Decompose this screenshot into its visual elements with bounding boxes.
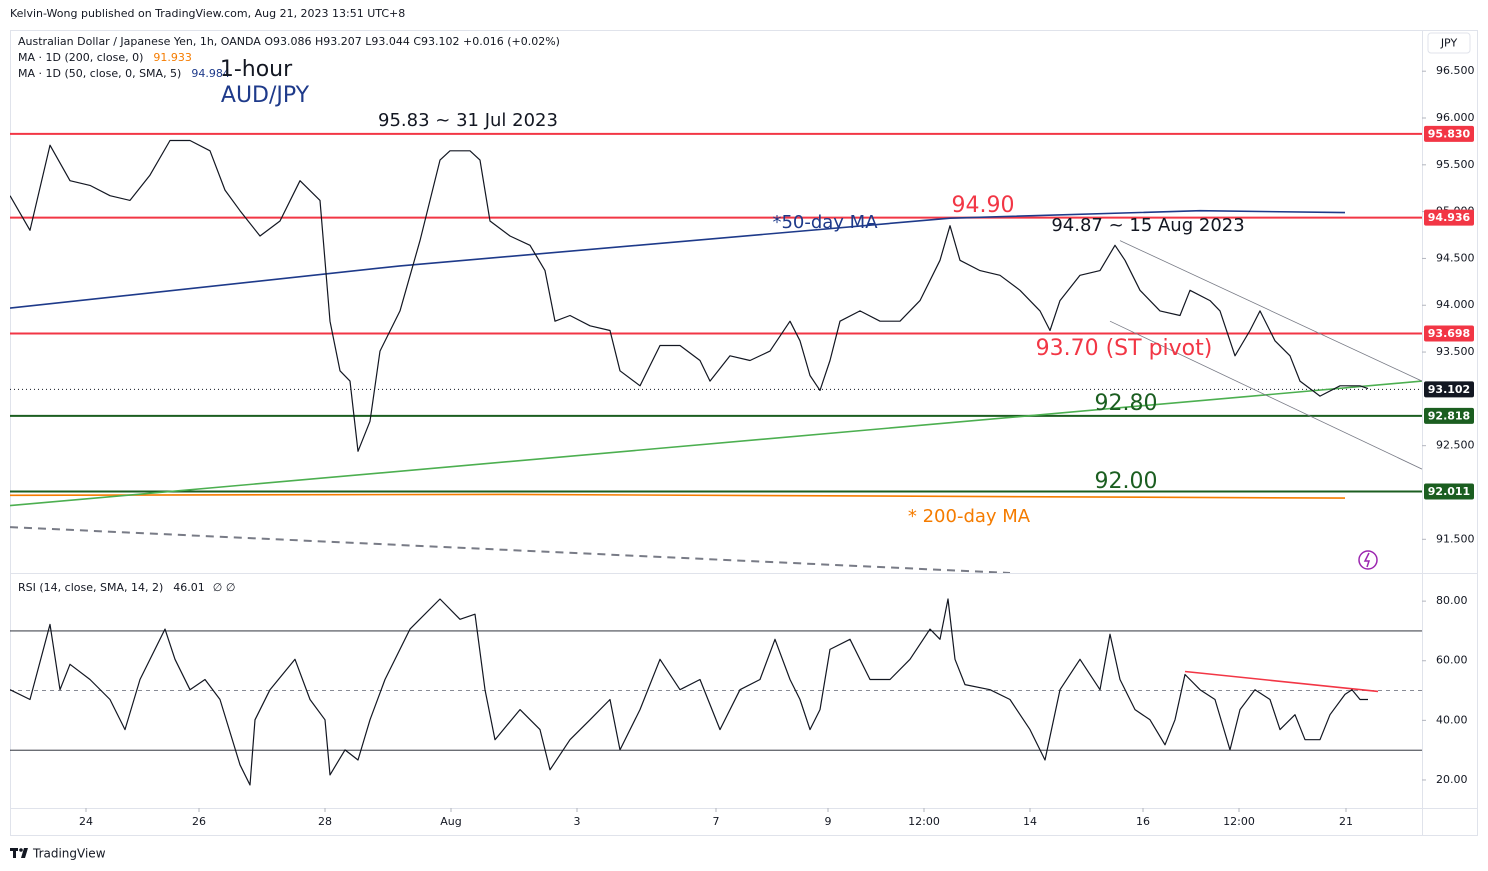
panel-title: 1-hour <box>220 57 293 82</box>
x-tick-label: Aug <box>440 815 461 828</box>
price-label-box <box>1424 125 1474 142</box>
legend-line: MA · 1D (200, close, 0) <box>18 51 143 64</box>
overlay-line <box>10 209 1346 309</box>
logo-part <box>19 848 23 852</box>
legend-line: MA · 1D (50, close, 0, SMA, 5) <box>18 67 181 80</box>
price-label: 95.830 <box>1428 127 1471 140</box>
legend-value: 91.933 <box>153 51 192 64</box>
y-tick-label: 80.00 <box>1436 594 1468 607</box>
currency: JPY <box>1440 37 1458 50</box>
footer-logo <box>10 848 28 858</box>
price-line <box>10 139 1369 452</box>
pane <box>10 598 1422 786</box>
rsi-legend-extra: ∅ ∅ <box>213 581 236 594</box>
price-label-box <box>1424 325 1474 342</box>
y-tick-label: 40.00 <box>1436 713 1468 726</box>
icon <box>1358 550 1378 570</box>
rsi-legend-value: 46.01 <box>173 581 205 594</box>
icon <box>1363 552 1371 568</box>
price-label: 92.011 <box>1428 485 1470 498</box>
overlay-line <box>1184 670 1379 693</box>
annotation: 95.83 ~ 31 Jul 2023 <box>378 110 558 131</box>
price-label: 93.698 <box>1428 327 1470 340</box>
price-label: 92.818 <box>1428 409 1470 422</box>
panel-subtitle: AUD/JPY <box>221 83 310 108</box>
annotation: 94.87 ~ 15 Aug 2023 <box>1051 215 1244 236</box>
y-tick-label: 96.000 <box>1436 111 1475 124</box>
x-tick-label: 21 <box>1339 815 1353 828</box>
y-tick-label: 94.500 <box>1436 251 1475 264</box>
x-tick-label: 3 <box>574 815 581 828</box>
pane <box>10 132 1422 573</box>
annotation: * 200-day MA <box>908 506 1031 527</box>
frame <box>10 30 1478 836</box>
x-tick-label: 9 <box>825 815 832 828</box>
overlay-line <box>10 493 1346 499</box>
x-tick-label: 14 <box>1023 815 1037 828</box>
x-tick-label: 26 <box>192 815 206 828</box>
legend-line: Australian Dollar / Japanese Yen, 1h, OA… <box>18 35 560 48</box>
x-tick-label: 12:00 <box>1223 815 1255 828</box>
price-label-box <box>1424 483 1474 500</box>
logo-part <box>21 848 28 858</box>
publish-note: Kelvin-Wong published on TradingView.com… <box>10 7 405 20</box>
annotation: 92.80 <box>1095 391 1158 416</box>
price-label-box <box>1424 407 1474 424</box>
overlay-line <box>10 380 1422 507</box>
y-tick-label: 60.00 <box>1436 654 1468 667</box>
annotation: 94.90 <box>952 193 1015 218</box>
y-tick-label: 94.000 <box>1436 298 1475 311</box>
y-tick-label: 20.00 <box>1436 773 1468 786</box>
annotation: 93.70 (ST pivot) <box>1036 336 1213 361</box>
currency-box <box>1427 32 1471 54</box>
price-label-box <box>1424 381 1474 398</box>
annotation: *50-day MA <box>772 212 878 233</box>
y-tick-label: 96.500 <box>1436 64 1475 77</box>
x-tick-label: 7 <box>713 815 720 828</box>
footer-brand: TradingView <box>32 847 106 861</box>
y-tick-label: 95.500 <box>1436 158 1475 171</box>
annotation: 92.00 <box>1095 469 1158 494</box>
price-label-box <box>1424 209 1474 226</box>
x-tick-label: 16 <box>1136 815 1150 828</box>
rsi-legend: RSI (14, close, SMA, 14, 2) <box>18 581 163 594</box>
overlay-line <box>1119 240 1422 382</box>
y-tick-label: 92.500 <box>1436 439 1475 452</box>
x-tick-label: 24 <box>79 815 93 828</box>
x-tick-label: 28 <box>318 815 332 828</box>
x-tick-label: 12:00 <box>908 815 940 828</box>
overlay-line <box>1109 320 1422 470</box>
legend-value: 94.984 <box>191 67 230 80</box>
price-line <box>10 598 1368 786</box>
y-tick-label: 91.500 <box>1436 532 1475 545</box>
logo-part <box>13 848 16 858</box>
y-tick-label: 93.500 <box>1436 345 1475 358</box>
price-label: 93.102 <box>1428 383 1470 396</box>
logo-mark <box>1358 550 1378 570</box>
price-label: 94.936 <box>1428 211 1471 224</box>
